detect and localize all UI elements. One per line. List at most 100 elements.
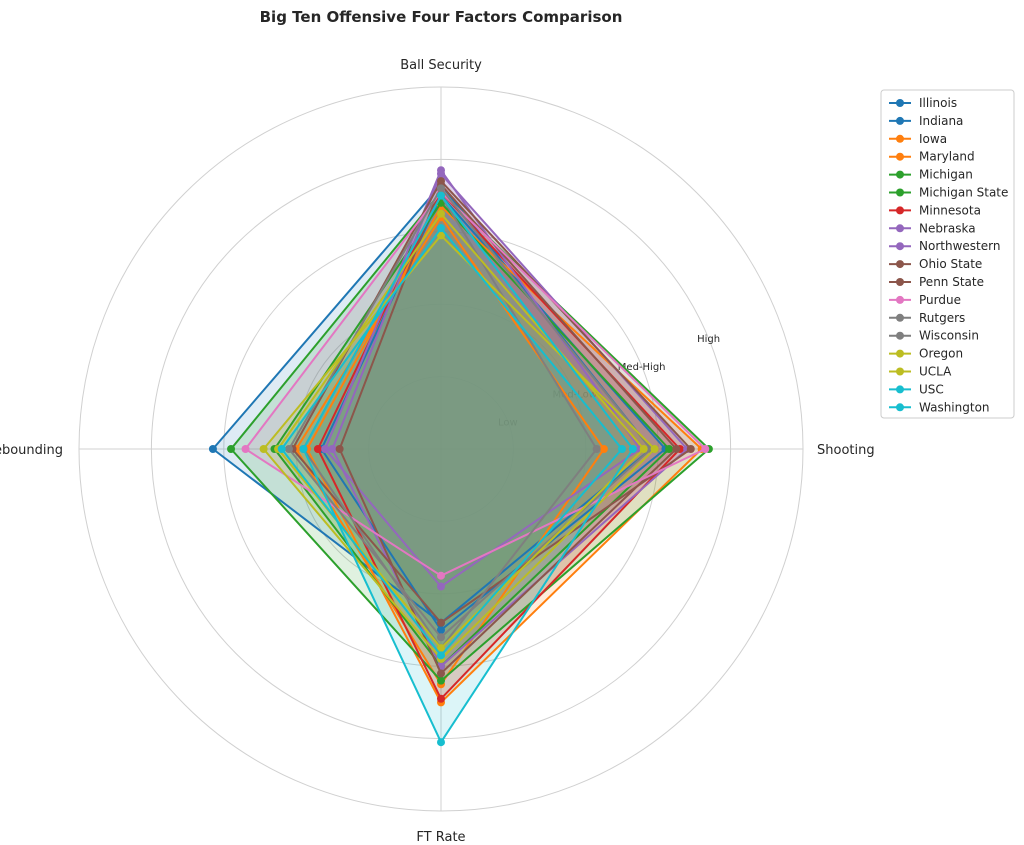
legend-item-ohio-state: Ohio State (889, 257, 982, 271)
point-washington-off-rebounding (277, 445, 286, 453)
axis-label-off-rebounding: Off Rebounding (0, 443, 63, 458)
series-layer (208, 166, 713, 747)
legend-swatch-marker (896, 331, 904, 340)
legend-swatch-marker (896, 134, 904, 143)
point-illinois-off-rebounding (208, 445, 217, 453)
ring-label-med-low: Med-Low (553, 390, 597, 401)
legend-item-iowa: Iowa (889, 132, 947, 146)
legend-swatch-marker (896, 242, 904, 251)
legend-item-penn-state: Penn State (889, 275, 984, 289)
point-northwestern-ball-security (437, 169, 445, 178)
point-wisconsin-ft-rate (437, 633, 445, 642)
legend-swatch-marker (896, 349, 904, 358)
axis-label-ft-rate: FT Rate (416, 830, 465, 845)
legend-frame (880, 89, 1015, 419)
legend-item-northwestern: Northwestern (889, 239, 1000, 253)
point-oregon-shooting (650, 445, 659, 453)
point-iowa-shooting (599, 445, 608, 453)
series-penn-state (335, 180, 681, 678)
legend-swatch-marker (896, 116, 904, 125)
legend-swatch-marker (896, 152, 904, 161)
legend-label-maryland: Maryland (919, 150, 975, 164)
legend-swatch-marker (896, 206, 904, 215)
legend-label-michigan-state: Michigan State (919, 186, 1008, 200)
legend-item-nebraska: Nebraska (889, 221, 976, 235)
point-minnesota-ft-rate (437, 694, 445, 703)
legend-label-rutgers: Rutgers (919, 311, 965, 325)
legend-item-wisconsin: Wisconsin (889, 329, 979, 343)
legend-item-washington: Washington (889, 400, 990, 414)
point-wisconsin-ball-security (437, 184, 445, 193)
point-washington-shooting (618, 445, 626, 453)
point-ucla-shooting (639, 445, 648, 453)
legend-item-ucla: UCLA (889, 365, 952, 379)
chart-title: Big Ten Offensive Four Factors Compariso… (260, 8, 623, 26)
axis-labels: Ball Security Shooting FT Rate Off Reboundi… (0, 58, 875, 845)
legend-swatch-marker (896, 278, 904, 286)
point-ucla-ft-rate (437, 644, 445, 653)
legend-swatch-marker (896, 313, 904, 322)
point-ohio-state-ft-rate (437, 618, 445, 627)
legend-item-indiana: Indiana (889, 114, 963, 128)
legend-label-indiana: Indiana (919, 114, 963, 128)
series-fill-minnesota (317, 192, 680, 699)
legend-label-penn-state: Penn State (919, 275, 984, 289)
series-washington (277, 224, 626, 660)
series-lines (208, 166, 713, 747)
legend-label-iowa: Iowa (919, 132, 947, 146)
ring-label-med-high: Med-High (618, 362, 666, 373)
ring-labels: Low Med-Low Med-High High (498, 334, 720, 428)
legend-item-oregon: Oregon (889, 347, 963, 361)
series-fill-michigan (231, 192, 709, 681)
point-purdue-ft-rate (437, 571, 445, 580)
series-fill-usc (303, 195, 633, 743)
legend-item-purdue: Purdue (889, 293, 961, 307)
point-michigan-ft-rate (437, 676, 445, 685)
legend-swatch-marker (896, 224, 904, 233)
legend-item-rutgers: Rutgers (889, 311, 965, 325)
legend-label-usc: USC (919, 382, 944, 396)
point-oregon-ball-security (437, 231, 445, 240)
legend-label-ohio-state: Ohio State (919, 257, 982, 271)
point-minnesota-off-rebounding (313, 445, 322, 453)
series-fill-purdue (245, 192, 706, 576)
legend-item-maryland: Maryland (889, 150, 975, 164)
legend-label-michigan: Michigan (919, 168, 973, 182)
point-usc-shooting (628, 445, 637, 453)
point-wisconsin-off-rebounding (284, 445, 293, 453)
legend-label-washington: Washington (919, 400, 990, 414)
legend-item-michigan-state: Michigan State (889, 186, 1008, 200)
axis-label-ball-security: Ball Security (400, 58, 482, 73)
series-fill-northwestern (332, 173, 688, 667)
series-fill-indiana (321, 195, 666, 630)
point-michigan-off-rebounding (227, 445, 236, 453)
legend-label-illinois: Illinois (919, 96, 957, 110)
point-usc-ball-security (437, 191, 445, 200)
point-rutgers-shooting (592, 445, 601, 453)
legend-swatch-marker (896, 295, 904, 304)
legend-swatch-marker (896, 385, 904, 394)
ring-label-low: Low (498, 417, 518, 428)
series-fill-illinois (212, 184, 651, 623)
legend-item-minnesota: Minnesota (889, 203, 981, 217)
legend-label-wisconsin: Wisconsin (919, 329, 979, 343)
point-nebraska-off-rebounding (321, 445, 330, 453)
legend-label-northwestern: Northwestern (919, 239, 1000, 253)
series-ucla (274, 209, 648, 653)
ring-label-high: High (697, 334, 720, 345)
legend-label-oregon: Oregon (919, 347, 963, 361)
series-fill-washington (281, 228, 622, 656)
point-purdue-shooting (701, 445, 710, 453)
point-northwestern-off-rebounding (328, 445, 337, 453)
point-penn-state-shooting (672, 445, 681, 453)
point-oregon-off-rebounding (259, 445, 268, 453)
legend-label-nebraska: Nebraska (919, 221, 976, 235)
point-penn-state-ft-rate (437, 669, 445, 678)
series-usc (299, 191, 637, 747)
point-usc-off-rebounding (299, 445, 308, 453)
legend-swatch-marker (896, 170, 904, 179)
legend-label-ucla: UCLA (919, 365, 952, 379)
point-michigan-state-shooting (665, 445, 674, 453)
legend-label-purdue: Purdue (919, 293, 961, 307)
